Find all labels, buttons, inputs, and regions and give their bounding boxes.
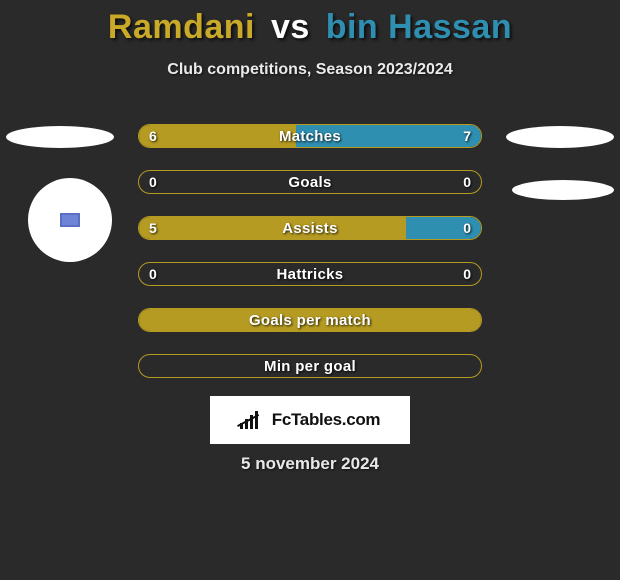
stat-bar: 67Matches [138, 124, 482, 148]
stat-bar: 50Assists [138, 216, 482, 240]
site-logo: FcTables.com [210, 396, 410, 444]
player1-club-circle [28, 178, 112, 262]
stat-bar-label: Goals [139, 171, 481, 193]
stat-bars: 67Matches 00Goals 50Assists 00Hattricks Goal… [138, 124, 482, 378]
page-title: Ramdani vs bin Hassan [0, 0, 620, 47]
stat-bar: Goals per match [138, 308, 482, 332]
title-player2: bin Hassan [326, 8, 512, 46]
date-text: 5 november 2024 [0, 454, 620, 474]
stat-bar: 00Goals [138, 170, 482, 194]
title-vs: vs [271, 8, 310, 46]
stat-bar-label: Matches [139, 125, 481, 147]
stat-bar-label: Min per goal [139, 355, 481, 377]
stat-bar-label: Hattricks [139, 263, 481, 285]
subtitle: Club competitions, Season 2023/2024 [0, 61, 620, 79]
club-crest-icon [60, 213, 80, 227]
logo-text: FcTables.com [272, 410, 381, 430]
comparison-infographic: Ramdani vs bin Hassan Club competitions,… [0, 0, 620, 580]
player1-badge-oval [6, 126, 114, 148]
stat-bar: Min per goal [138, 354, 482, 378]
player2-badge-oval-2 [512, 180, 614, 200]
bar-chart-icon [240, 411, 266, 429]
stat-bar: 00Hattricks [138, 262, 482, 286]
title-player1: Ramdani [108, 8, 255, 46]
stat-bar-label: Assists [139, 217, 481, 239]
stat-bar-label: Goals per match [139, 309, 481, 331]
player2-badge-oval [506, 126, 614, 148]
